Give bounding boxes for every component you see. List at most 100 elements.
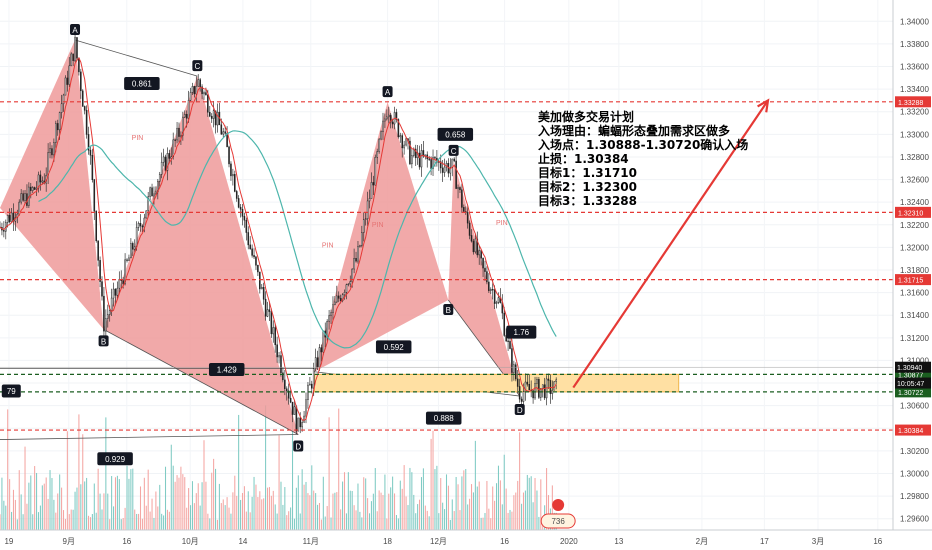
candle-body [399, 135, 402, 138]
volume-bar [220, 503, 222, 530]
volume-bar [61, 487, 63, 530]
candle-body [235, 191, 238, 199]
candle-body [505, 335, 507, 342]
volume-bar [159, 484, 161, 530]
candle-body [439, 161, 442, 169]
level-tag-label: 1.30722 [898, 390, 923, 397]
candle-body [384, 118, 386, 122]
volume-bar [424, 505, 426, 530]
volume-bar [107, 493, 109, 530]
volume-bar [409, 467, 411, 530]
candle-body [99, 260, 101, 282]
candle-body [387, 114, 390, 118]
volume-bar [232, 492, 234, 530]
volume-bar [476, 486, 478, 530]
volume-bar [403, 465, 405, 530]
volume-bar [203, 440, 205, 530]
volume-bar [394, 493, 396, 530]
candle-body [389, 114, 392, 123]
volume-bar [278, 435, 280, 530]
volume-bar [353, 505, 355, 530]
candle-body [503, 312, 506, 336]
candle-body [484, 267, 486, 272]
candle-body [216, 111, 219, 126]
ma-slow-line [38, 130, 557, 349]
volume-bar [272, 490, 274, 530]
volume-bar [24, 446, 26, 530]
volume-bar [59, 474, 61, 530]
price-tick-label: 1.30000 [900, 469, 929, 478]
volume-bar [213, 458, 215, 530]
volume-bar [534, 477, 536, 530]
volume-bar [143, 477, 145, 530]
candle-body [10, 212, 13, 222]
ratio-box [437, 127, 474, 141]
volume-bar [497, 465, 499, 530]
candle-body [193, 86, 196, 95]
candle-body [409, 140, 411, 165]
pattern1-ac-line [74, 39, 198, 77]
pin-label: PIN [372, 222, 384, 229]
volume-bar [494, 500, 496, 530]
candle-body [220, 124, 223, 135]
volume-bar [336, 492, 338, 530]
volume-bar [363, 477, 365, 530]
volume-bar [41, 485, 43, 530]
volume-bar [378, 490, 380, 530]
candle-body [320, 347, 323, 353]
volume-badge-label: 736 [551, 517, 565, 526]
volume-bar [234, 475, 236, 530]
volume-bar [55, 512, 57, 530]
candle-body [31, 187, 34, 191]
candle-body [543, 384, 546, 399]
time-axis[interactable]: 19 9月 16 10月 14 11月 18 12月 16 2020 13 2月 17 3月 16 [0, 529, 932, 546]
candle-body [176, 127, 178, 141]
volume-bar [34, 466, 36, 530]
volume-bar [89, 517, 91, 530]
candle-body [301, 422, 303, 428]
volume-bar [113, 506, 115, 530]
candle-body [222, 131, 225, 135]
volume-bar [511, 511, 513, 530]
ratio-label: 1.76 [514, 328, 530, 337]
level-tag-label: 1.33288 [898, 100, 923, 107]
level-tag [895, 96, 931, 108]
candle-body [361, 232, 363, 246]
volume-bar [230, 513, 232, 530]
candle-body [328, 315, 330, 322]
candle-body [122, 280, 124, 285]
volume-bar [444, 509, 446, 530]
volume-bar [76, 487, 78, 530]
volume-bar [340, 509, 342, 530]
price-axis[interactable]: 1.34000 1.33800 1.33600 1.33400 1.33200 1.330… [892, 0, 932, 550]
volume-bar [153, 517, 155, 530]
candle-body [22, 193, 24, 201]
volume-bar [521, 503, 523, 530]
candle-body [495, 302, 498, 304]
point-box [192, 60, 203, 72]
candle-body [3, 229, 5, 232]
volume-bar [20, 494, 22, 530]
ratio-label: 0.592 [384, 343, 405, 352]
volume-bar [357, 483, 359, 530]
candle-body [97, 240, 99, 261]
volume-bar [43, 483, 45, 530]
arrow-head [757, 98, 770, 113]
price-tag [895, 361, 931, 373]
candle-body [366, 200, 369, 220]
volume-bar [191, 481, 193, 530]
demand-zone [313, 373, 680, 393]
candle-body [187, 99, 190, 119]
volume-bar [141, 518, 143, 530]
volume-bar [161, 513, 163, 530]
candle-body [78, 57, 80, 73]
time-tick-label: 9月 [63, 537, 75, 546]
volume-bar [151, 498, 153, 530]
candle-body [251, 248, 253, 256]
candle-body [443, 166, 446, 173]
candle-body [64, 77, 67, 96]
candle-body [520, 398, 523, 402]
volume-bar [109, 519, 111, 530]
ratio-label: 79 [7, 387, 16, 396]
